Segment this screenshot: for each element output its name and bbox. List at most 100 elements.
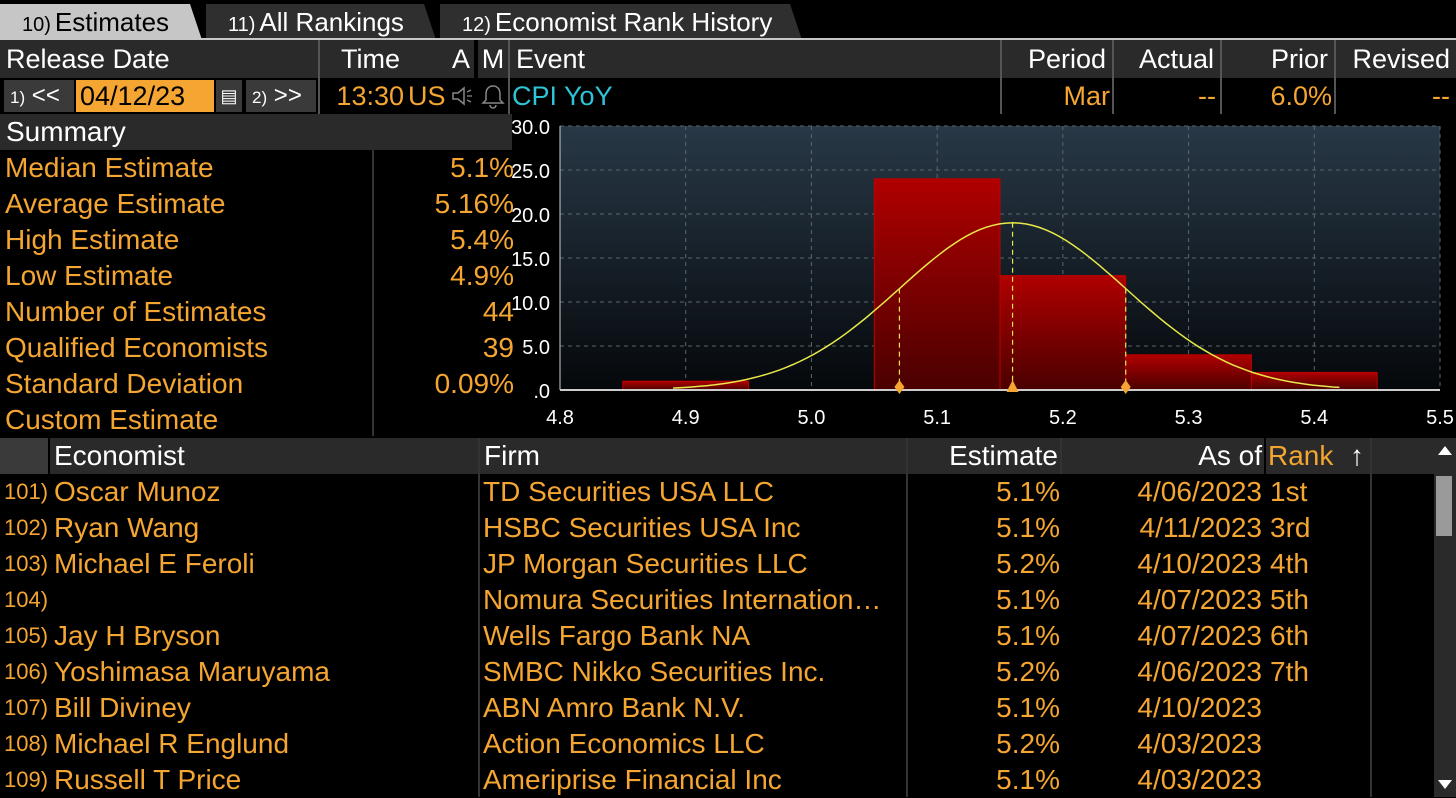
rank-cell: 4th <box>1270 548 1309 579</box>
x-tick-label: 5.2 <box>1049 407 1077 429</box>
next-release-button[interactable]: 2) >> <box>246 80 316 112</box>
summary-value: 39 <box>482 332 514 363</box>
header-spacer <box>1372 438 1434 474</box>
release-actual: -- <box>1198 81 1216 111</box>
rank-cell: 1st <box>1270 476 1308 507</box>
tab-bar: 10) Estimates 11) All Rankings 12) Economis… <box>0 0 1456 40</box>
economist-cell: Michael E Feroli <box>54 548 255 579</box>
tab-number: 10) <box>22 14 51 36</box>
column-separator <box>478 438 480 797</box>
tab-economist-rank-history[interactable]: 12) Economist Rank History <box>440 4 802 40</box>
x-tick-label: 5.4 <box>1300 407 1328 429</box>
y-tick-label: 10.0 <box>512 293 550 315</box>
bell-icon[interactable] <box>480 82 506 110</box>
histogram-bar <box>999 275 1127 391</box>
rank-header[interactable]: Rank ↑ <box>1266 438 1370 474</box>
table-row[interactable]: 103) Michael E Feroli JP Morgan Securities… <box>0 546 1434 582</box>
estimate-cell: 5.2% <box>996 728 1060 759</box>
scrollbar-thumb[interactable] <box>1436 476 1452 536</box>
event-name[interactable]: CPI YoY <box>512 81 613 111</box>
scroll-down-icon[interactable] <box>1438 780 1452 789</box>
rank-cell: 3rd <box>1270 512 1311 543</box>
summary-label: Qualified Economists <box>5 332 269 363</box>
table-row[interactable]: 102) Ryan Wang HSBC Securities USA Inc 5.1%… <box>0 510 1434 546</box>
x-tick-label: 5.5 <box>1426 407 1454 429</box>
estimate-distribution-chart: .0 5.0 10.0 15.0 20.0 25.0 30.0 4.8 4.9 5.0 5.1 5.2… <box>512 117 1454 429</box>
y-tick-label: 15.0 <box>512 249 550 271</box>
firm-header[interactable]: Firm <box>480 438 906 474</box>
scroll-up-icon[interactable] <box>1438 446 1452 455</box>
economist-cell <box>54 582 474 618</box>
sd-marker <box>1120 380 1131 394</box>
summary-label: Low Estimate <box>5 260 174 291</box>
estimate-header[interactable]: Estimate <box>908 438 1060 474</box>
revised-header: Revised <box>1336 40 1456 78</box>
column-separator <box>1060 438 1062 474</box>
calendar-icon[interactable]: ▤ <box>216 80 242 112</box>
column-separator <box>1370 438 1372 797</box>
column-separator <box>1334 40 1336 114</box>
economist-header[interactable]: Economist <box>50 438 478 474</box>
sort-ascending-icon[interactable]: ↑ <box>1350 440 1364 471</box>
column-separator <box>508 40 510 114</box>
row-number: 101) <box>4 479 49 504</box>
economist-cell: Ryan Wang <box>54 512 200 543</box>
summary-label: Average Estimate <box>5 188 226 219</box>
summary-value: 4.9% <box>450 260 514 291</box>
table-row[interactable]: 108) Michael R Englund Action Economics LL… <box>0 726 1434 762</box>
rank-cell <box>1270 762 1368 798</box>
tab-label: All Rankings <box>259 7 404 37</box>
row-number: 104) <box>4 587 49 612</box>
tab-all-rankings[interactable]: 11) All Rankings <box>206 4 436 40</box>
release-date-header: Release Date <box>0 40 318 78</box>
release-revised: -- <box>1432 81 1450 111</box>
summary-label: Number of Estimates <box>5 296 267 327</box>
table-row[interactable]: 107) Bill Diviney ABN Amro Bank N.V. 5.1% 4/… <box>0 690 1434 726</box>
row-number: 102) <box>4 515 49 540</box>
firm-cell: ABN Amro Bank N.V. <box>483 692 745 723</box>
actual-header: Actual <box>1114 40 1220 78</box>
y-tick-label: 25.0 <box>512 161 550 183</box>
button-number: 2) <box>252 88 268 107</box>
previous-release-button[interactable]: 1) << <box>4 80 74 112</box>
table-row[interactable]: 104) Nomura Securities Internation… 5.1% 4/… <box>0 582 1434 618</box>
economist-cell: Michael R Englund <box>54 728 290 759</box>
estimate-cell: 5.2% <box>996 548 1060 579</box>
table-row[interactable]: 101) Oscar Munoz TD Securities USA LLC 5.1%… <box>0 474 1434 510</box>
release-country: US <box>408 81 446 111</box>
firm-cell: JP Morgan Securities LLC <box>483 548 808 579</box>
firm-cell: Ameriprise Financial Inc <box>483 764 782 795</box>
y-tick-label: 30.0 <box>512 117 550 139</box>
rank-cell: 6th <box>1270 620 1309 651</box>
normal-curve <box>673 222 1340 389</box>
summary-value <box>380 402 514 438</box>
estimate-cell: 5.1% <box>996 764 1060 795</box>
speaker-icon[interactable] <box>450 82 474 110</box>
firm-cell: TD Securities USA LLC <box>483 476 774 507</box>
release-time: 13:30 <box>336 81 404 111</box>
row-number: 109) <box>4 767 49 792</box>
button-label: >> <box>273 82 302 109</box>
release-period: Mar <box>1063 81 1111 111</box>
release-prior: 6.0% <box>1270 81 1332 111</box>
as-of-header[interactable]: As of <box>1062 438 1264 474</box>
table-row[interactable]: 106) Yoshimasa Maruyama SMBC Nikko Securit… <box>0 654 1434 690</box>
column-separator <box>906 438 908 797</box>
firm-cell: SMBC Nikko Securities Inc. <box>483 656 826 687</box>
economist-cell: Bill Diviney <box>54 692 191 723</box>
a-header: A <box>448 40 474 78</box>
as-of-cell: 4/06/2023 <box>1137 476 1262 507</box>
tab-estimates[interactable]: 10) Estimates <box>0 4 202 40</box>
table-row[interactable]: 105) Jay H Bryson Wells Fargo Bank NA 5.1% 4… <box>0 618 1434 654</box>
sd-marker <box>894 380 905 394</box>
rank-cell <box>1270 726 1368 762</box>
as-of-cell: 4/03/2023 <box>1137 764 1262 795</box>
release-date-input[interactable]: 04/12/23 <box>76 80 214 112</box>
time-header: Time <box>320 40 406 78</box>
table-row[interactable]: 109) Russell T Price Ameriprise Financial … <box>0 762 1434 798</box>
estimate-cell: 5.2% <box>996 656 1060 687</box>
rank-label: Rank <box>1268 440 1334 471</box>
y-tick-label: 20.0 <box>512 205 550 227</box>
firm-cell: Wells Fargo Bank NA <box>483 620 751 651</box>
row-number: 106) <box>4 659 49 684</box>
